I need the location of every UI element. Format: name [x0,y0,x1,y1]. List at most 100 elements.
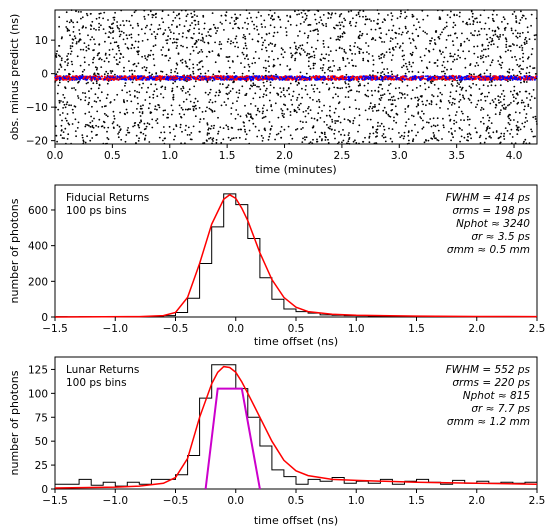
scatter-point [62,94,65,96]
scatter-point [307,106,310,108]
signal-point [318,76,321,79]
scatter-point [160,131,163,134]
scatter-point [301,141,304,144]
scatter-point [366,33,368,35]
scatter-point [525,81,528,83]
scatter-point [213,110,216,113]
scatter-point [368,18,371,21]
signal-point [209,76,212,79]
scatter-point [268,121,271,123]
scatter-point [234,23,236,26]
scatter-point [209,88,212,91]
scatter-point [388,29,390,32]
scatter-point [227,56,229,59]
signal-point [308,77,311,80]
scatter-point [446,68,448,71]
scatter-point [395,121,398,124]
signal-point [374,75,377,78]
scatter-point [126,91,128,94]
scatter-point [238,89,241,92]
signal-point [174,75,177,78]
scatter-point [138,126,141,129]
signal-point [97,78,100,81]
scatter-point [371,107,374,110]
scatter-point [143,66,146,68]
scatter-point [273,26,276,29]
scatter-point [87,47,90,50]
scatter-point [92,58,94,61]
scatter-point [218,54,221,57]
scatter-point [139,105,142,107]
scatter-point [101,106,104,108]
scatter-point [447,108,449,110]
scatter-point [342,57,345,60]
scatter-point [75,135,77,138]
scatter-point [364,18,367,21]
scatter-point [329,50,332,52]
scatter-point [171,109,174,112]
scatter-point [144,32,146,35]
scatter-point [478,33,481,36]
scatter-point [521,99,523,102]
scatter-point [527,31,529,34]
scatter-point [197,52,200,54]
scatter-point [307,60,310,63]
scatter-point [347,90,350,93]
scatter-point [417,104,420,107]
scatter-point [523,125,526,128]
scatter-point [191,45,194,48]
scatter-point [507,104,509,107]
lunar-x-tick-label: 2.5 [529,495,546,507]
scatter-point [361,32,364,35]
scatter-point [176,85,179,88]
scatter-point [164,86,167,89]
signal-point [403,78,406,81]
scatter-point [387,72,390,74]
scatter-y-tick-label: 10 [35,35,48,47]
signal-point [268,76,271,79]
scatter-point [471,12,474,15]
scatter-point [347,134,350,137]
scatter-point [296,127,299,130]
scatter-point [378,57,381,60]
scatter-point [312,62,315,65]
scatter-point [85,49,88,52]
scatter-point [245,116,248,118]
scatter-point [206,132,209,135]
scatter-point [298,104,300,107]
scatter-point [425,139,427,142]
scatter-point [421,110,423,113]
scatter-point [472,82,474,85]
signal-point [525,77,528,80]
signal-point [314,78,317,81]
scatter-point [381,94,384,96]
scatter-point [116,93,119,96]
fiducial-stat-sigma-r: σr ≈ 3.5 ps [471,231,530,243]
signal-point [216,78,219,81]
scatter-point [463,119,465,122]
scatter-point [109,32,112,34]
scatter-point [109,27,112,30]
scatter-point [95,80,98,83]
scatter-point [532,116,535,119]
scatter-point [292,90,295,93]
signal-point [387,75,389,78]
signal-point [241,76,244,79]
scatter-point [358,50,361,53]
scatter-point [294,47,297,50]
signal-point [155,79,158,81]
scatter-point [355,107,358,110]
scatter-point [244,138,247,141]
scatter-point [499,142,501,145]
scatter-point [465,89,467,92]
scatter-point [265,49,268,52]
signal-point [439,76,442,79]
scatter-point [513,119,515,121]
scatter-point [304,18,307,21]
scatter-point [108,49,111,51]
scatter-point [59,114,61,116]
scatter-point [194,97,197,100]
scatter-point [328,114,331,117]
scatter-point [187,90,189,93]
scatter-point [515,17,517,19]
